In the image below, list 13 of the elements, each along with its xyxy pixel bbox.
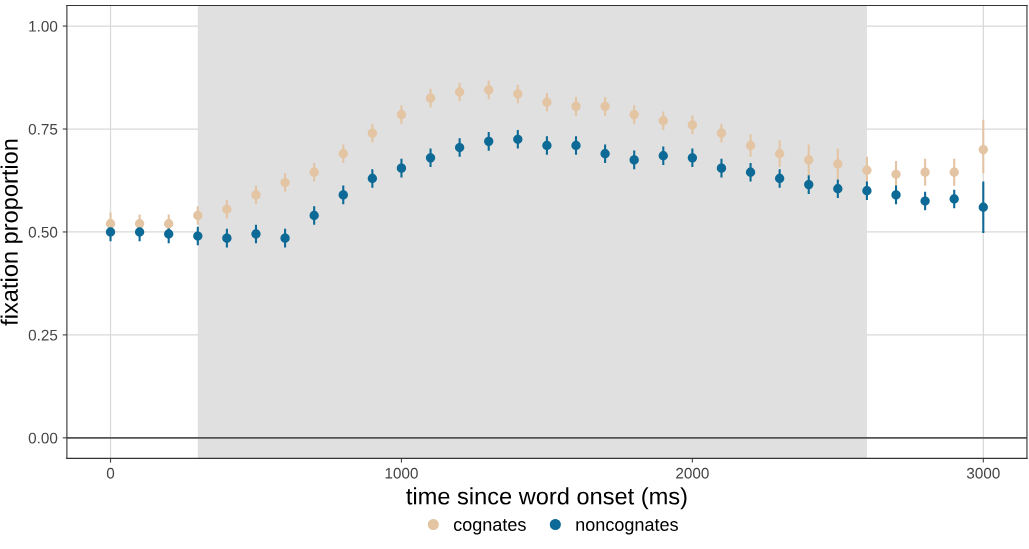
- x-tick-label: 3000: [966, 467, 1000, 479]
- y-tick-label: 0.00: [28, 432, 58, 444]
- y-tick-label: 0.50: [28, 226, 58, 238]
- y-axis-title: fixation proportion: [0, 139, 23, 326]
- x-tick-label: 1000: [385, 467, 418, 479]
- x-tick-label: 0: [106, 467, 115, 479]
- y-tick-label: 0.25: [28, 329, 58, 341]
- legend-label: noncognates: [576, 519, 678, 535]
- x-tick-label: 2000: [676, 467, 709, 479]
- y-tick-label: 0.75: [28, 123, 58, 135]
- legend-label: cognates: [453, 519, 526, 535]
- x-axis-title: time since word onset (ms): [406, 487, 687, 510]
- y-tick-label: 1.00: [29, 20, 58, 32]
